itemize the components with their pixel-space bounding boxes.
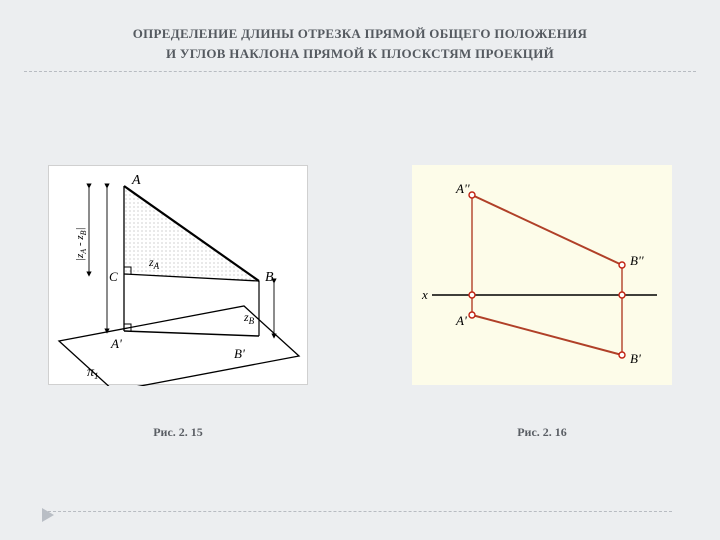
- label-A1: A': [455, 313, 467, 328]
- axis-label-x: x: [421, 287, 428, 302]
- title-line-1: ОПРЕДЕЛЕНИЕ ДЛИНЫ ОТРЕЗКА ПРЯМОЙ ОБЩЕГО …: [0, 24, 720, 44]
- divider-top: [24, 71, 696, 72]
- svg-text:|zA - zB|: |zA - zB|: [74, 227, 88, 261]
- figure-left: A C B A' B' zA zB |zA - zB| π1 Рис. 2. 1…: [48, 165, 308, 440]
- label-Bprime: B': [234, 346, 245, 361]
- label-B2: B'': [630, 253, 644, 268]
- figure-right-panel: x A'' B'' A' B': [412, 165, 672, 385]
- svg-text:π1: π1: [87, 365, 99, 381]
- figure-left-panel: A C B A' B' zA zB |zA - zB| π1: [48, 165, 308, 385]
- figure-right-svg: x A'' B'' A' B': [412, 165, 672, 385]
- label-Aprime: A': [110, 336, 122, 351]
- label-A-top: A: [131, 173, 141, 188]
- label-B: B: [265, 270, 274, 285]
- figure-right: x A'' B'' A' B' Р: [412, 165, 672, 440]
- label-C: C: [109, 269, 118, 284]
- play-icon[interactable]: [42, 508, 54, 522]
- label-B1: B': [630, 351, 641, 366]
- title-line-2: И УГЛОВ НАКЛОНА ПРЯМОЙ К ПЛОСКСТЯМ ПРОЕК…: [0, 44, 720, 64]
- figures-row: A C B A' B' zA zB |zA - zB| π1 Рис. 2. 1…: [0, 165, 720, 440]
- label-A2: A'': [455, 181, 470, 196]
- figure-left-svg: A C B A' B' zA zB |zA - zB| π1: [49, 166, 309, 386]
- divider-bottom: [48, 511, 672, 512]
- figure-right-caption: Рис. 2. 16: [517, 425, 567, 440]
- figure-left-caption: Рис. 2. 15: [153, 425, 203, 440]
- svg-text:zB: zB: [243, 310, 255, 326]
